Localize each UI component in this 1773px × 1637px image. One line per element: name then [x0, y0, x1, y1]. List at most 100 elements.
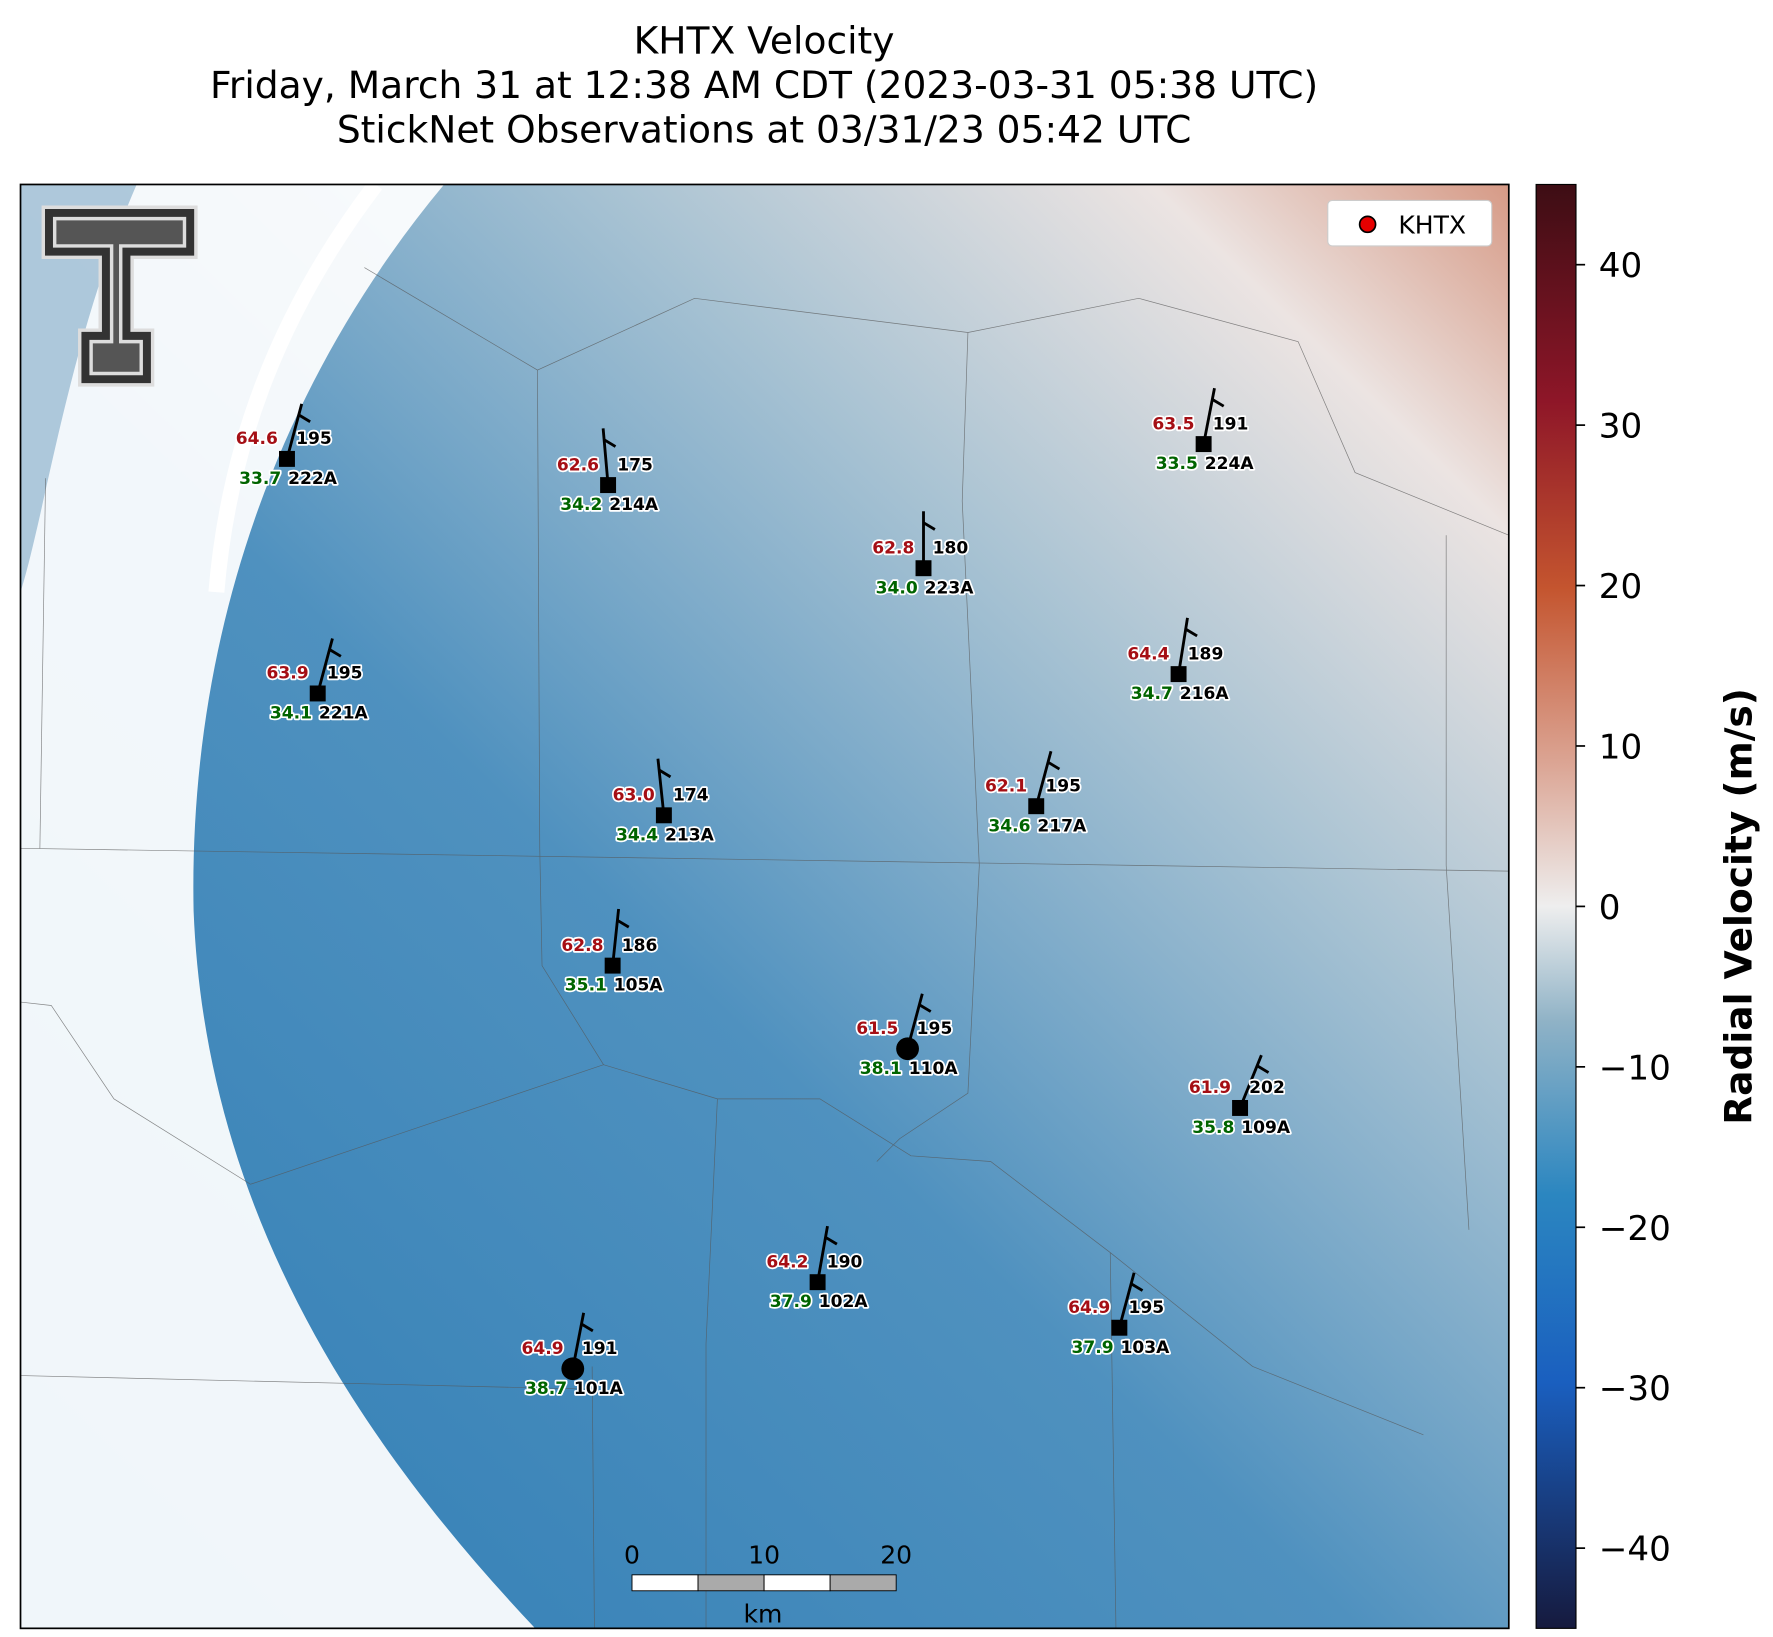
wind-barb-flag — [1130, 1282, 1144, 1292]
wind-direction: 195 — [1128, 1298, 1164, 1318]
station-id: 105A — [614, 976, 664, 996]
wind-direction: 189 — [1188, 644, 1224, 664]
wind-barb — [1238, 1054, 1263, 1109]
colorbar-tick-label: 0 — [1599, 888, 1621, 928]
station-id: 217A — [1037, 816, 1087, 836]
dewpoint: 34.2 — [560, 495, 602, 515]
station-marker — [1195, 436, 1212, 453]
dewpoint: 38.7 — [525, 1379, 567, 1399]
wind-direction: 195 — [1045, 776, 1081, 796]
station-id: 222A — [288, 469, 338, 489]
wind-barb — [1177, 617, 1189, 675]
station-marker — [896, 1037, 919, 1061]
colorbar-tick-label: −40 — [1599, 1530, 1671, 1570]
wind-barb — [285, 403, 304, 460]
wind-barb-flag — [328, 648, 342, 658]
wind-barb-flag — [580, 1322, 594, 1333]
wind-barb-flag — [1047, 760, 1061, 771]
title-line: KHTX Velocity — [634, 19, 895, 63]
station-marker — [600, 477, 617, 494]
temperature: 64.4 — [1127, 644, 1169, 664]
wind-direction: 190 — [827, 1252, 863, 1272]
temperature: 63.5 — [1152, 414, 1194, 434]
dewpoint: 33.5 — [1156, 454, 1198, 474]
wind-direction: 195 — [327, 664, 363, 684]
title-line: StickNet Observations at 03/31/23 05:42 … — [337, 107, 1192, 151]
station-id: 221A — [319, 704, 369, 724]
station-id: 109A — [1241, 1118, 1291, 1138]
colorbar — [1535, 183, 1577, 1629]
scale-tick-label: 20 — [880, 1540, 912, 1569]
wind-barb-flag — [922, 521, 936, 531]
station-marker — [1111, 1319, 1128, 1336]
wind-barb — [1202, 387, 1216, 445]
scale-segment — [763, 1574, 831, 1592]
scale-segment — [697, 1574, 765, 1592]
scale-unit: km — [743, 1600, 782, 1629]
colorbar-tick-label: 40 — [1599, 246, 1642, 286]
wind-direction: 191 — [1213, 414, 1249, 434]
temperature: 64.9 — [1068, 1298, 1110, 1318]
colorbar-tick-label: −20 — [1599, 1209, 1671, 1249]
wind-barb-flag — [824, 1236, 838, 1246]
station-id: 110A — [909, 1059, 959, 1079]
dewpoint: 34.4 — [616, 825, 658, 845]
wind-direction: 195 — [296, 429, 332, 449]
station-id: 223A — [925, 578, 975, 598]
station-marker — [309, 685, 326, 702]
station-marker — [809, 1274, 826, 1291]
legend-box — [1327, 199, 1493, 247]
radar-map — [20, 184, 1509, 1629]
station-marker — [604, 957, 621, 974]
station-marker — [1170, 666, 1187, 683]
wind-direction: 186 — [622, 936, 658, 956]
station-marker — [279, 450, 295, 467]
wind-barb-flag — [298, 413, 311, 423]
colorbar-tick-label: −30 — [1599, 1369, 1671, 1409]
legend-marker — [1358, 215, 1377, 234]
temperature: 62.8 — [872, 538, 914, 558]
wind-direction: 195 — [917, 1019, 953, 1039]
station-id: 224A — [1205, 454, 1255, 474]
station-id: 103A — [1121, 1338, 1171, 1358]
wind-direction: 175 — [617, 455, 653, 475]
title-line: Friday, March 31 at 12:38 AM CDT (2023-0… — [210, 63, 1318, 107]
dewpoint: 35.1 — [565, 976, 607, 996]
temperature: 64.9 — [522, 1339, 564, 1359]
map-frame — [19, 183, 1510, 1630]
temperature: 64.6 — [236, 429, 278, 449]
wind-barb-flag — [1256, 1064, 1270, 1074]
dewpoint: 37.9 — [770, 1292, 812, 1312]
station-marker — [1232, 1099, 1249, 1116]
wind-barb-flag — [1184, 627, 1198, 638]
wind-barb-flag — [658, 768, 672, 779]
dewpoint: 35.8 — [1192, 1118, 1234, 1138]
station-marker — [915, 560, 932, 577]
temperature: 63.0 — [613, 786, 655, 806]
wind-direction: 202 — [1249, 1078, 1285, 1098]
temperature: 62.1 — [985, 776, 1027, 796]
dewpoint: 34.6 — [988, 816, 1030, 836]
legend-label: KHTX — [1398, 210, 1466, 239]
colorbar-tick-label: 30 — [1599, 407, 1642, 447]
wind-barb — [611, 908, 621, 966]
station-marker — [655, 807, 672, 824]
wind-direction: 180 — [933, 538, 969, 558]
temperature: 64.2 — [766, 1252, 808, 1272]
wind-direction: 191 — [582, 1339, 618, 1359]
logo — [41, 205, 198, 387]
station-id: 102A — [819, 1292, 869, 1312]
dewpoint: 38.1 — [860, 1059, 902, 1079]
colorbar-tick-label: 10 — [1599, 728, 1642, 768]
temperature: 61.5 — [856, 1019, 898, 1039]
station-id: 213A — [665, 825, 715, 845]
colorbar-label: Radial Velocity (m/s) — [1716, 688, 1760, 1125]
wind-barb-flag — [1211, 398, 1225, 408]
wind-barb — [601, 428, 610, 486]
colorbar-tick-label: −10 — [1599, 1048, 1671, 1088]
wind-barb-flag — [603, 438, 617, 448]
dewpoint: 34.1 — [270, 704, 312, 724]
scale-tick-label: 0 — [624, 1540, 640, 1569]
temperature: 62.6 — [557, 455, 599, 475]
